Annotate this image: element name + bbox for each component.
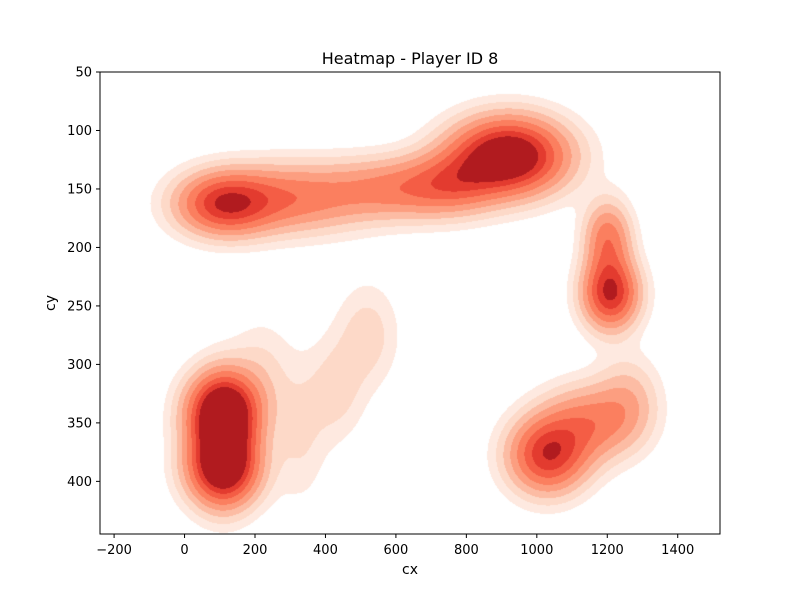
x-tick-label: 1200 (591, 543, 624, 558)
x-tick-label: 400 (313, 543, 338, 558)
y-axis: 50 100 150 200 250 300 350 400 (67, 66, 100, 490)
x-axis-label: cx (402, 562, 418, 578)
x-tick-label: 1000 (520, 543, 553, 558)
x-tick-label: 0 (180, 543, 188, 558)
y-tick-label: 100 (67, 124, 92, 139)
x-axis: −200 0 200 400 600 800 1000 1200 1400 (96, 534, 694, 558)
chart-title: Heatmap - Player ID 8 (322, 49, 499, 68)
y-tick-label: 400 (67, 475, 92, 490)
x-tick-label: 200 (243, 543, 268, 558)
density-contours (100, 72, 720, 534)
y-axis-label: cy (43, 295, 59, 311)
y-tick-label: 50 (75, 66, 92, 81)
heat-layer (100, 72, 720, 534)
y-tick-label: 200 (67, 241, 92, 256)
y-tick-label: 350 (67, 416, 92, 431)
x-tick-label: 1400 (661, 543, 694, 558)
y-tick-label: 150 (67, 182, 92, 197)
y-tick-label: 300 (67, 358, 92, 373)
plot-frame (99, 71, 721, 535)
y-tick-label: 250 (67, 299, 92, 314)
x-tick-label: 800 (454, 543, 479, 558)
x-tick-label: 600 (383, 543, 408, 558)
x-tick-label: −200 (96, 543, 132, 558)
